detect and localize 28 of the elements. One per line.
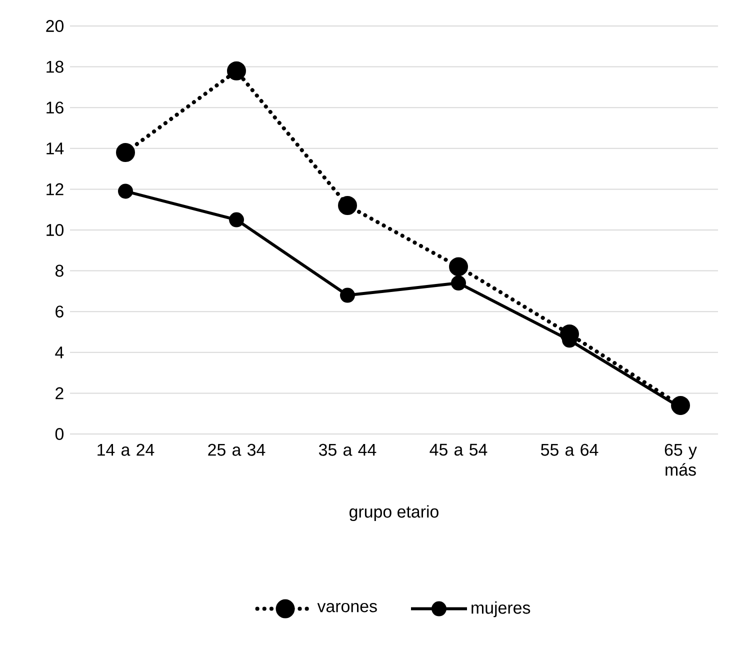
point <box>449 257 468 276</box>
legend-label: varones <box>317 602 377 612</box>
point <box>116 142 135 162</box>
point <box>340 288 355 303</box>
y-tick-label: 12 <box>46 183 64 196</box>
point <box>229 212 244 228</box>
x-tick-label: 55 a 64 <box>540 444 598 456</box>
y-tick-label: 18 <box>46 60 64 73</box>
y-tick-label: 8 <box>55 264 64 277</box>
y-tick-label: 14 <box>46 142 64 154</box>
x-tick-label: 65 y más <box>664 444 697 476</box>
x-tick-label: 25 a 34 <box>208 444 266 456</box>
y-tick-label: 20 <box>46 20 64 32</box>
point <box>227 61 246 80</box>
y-tick-label: 16 <box>46 102 64 114</box>
legend-label: mujeres <box>472 601 530 618</box>
point <box>118 184 133 199</box>
y-tick-label: 10 <box>46 224 64 236</box>
x-tick-label: 45 a 54 <box>430 444 488 456</box>
y-tick-label: 0 <box>55 428 64 440</box>
x-tick-label: 14 a 24 <box>98 444 154 456</box>
x-axis-title: grupo etario <box>350 505 438 522</box>
y-tick-label: 2 <box>56 387 64 400</box>
point <box>451 276 466 291</box>
x-tick-label: 35 a 44 <box>318 444 376 456</box>
y-tick-label: 4 <box>55 346 64 358</box>
y-tick-label: 6 <box>56 306 64 318</box>
point <box>338 196 357 216</box>
